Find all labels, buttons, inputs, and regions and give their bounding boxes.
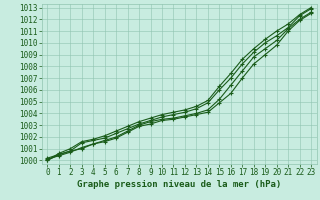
X-axis label: Graphe pression niveau de la mer (hPa): Graphe pression niveau de la mer (hPa) [77,180,281,189]
